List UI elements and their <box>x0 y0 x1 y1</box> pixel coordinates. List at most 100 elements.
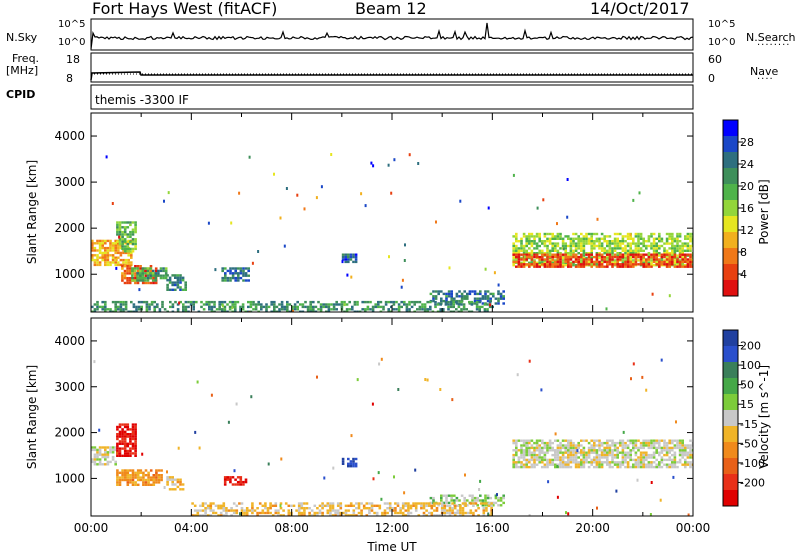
power-echo-cell <box>228 308 232 311</box>
velocity-echo-cell <box>632 458 635 462</box>
power-echo-cell <box>569 255 573 259</box>
power-echo-cell <box>91 246 94 250</box>
power-echo-cell <box>127 310 130 312</box>
power-echo-cell <box>361 300 364 304</box>
velocity-echo-cell <box>116 447 119 450</box>
power-echo-cell <box>162 276 165 280</box>
velocity-echo-cell <box>598 458 601 462</box>
velocity-echo-cell <box>497 504 500 507</box>
power-echo-cell <box>528 240 531 243</box>
velocity-echo-cell <box>155 474 158 477</box>
velocity-echo-cell <box>479 502 483 505</box>
power-echo-cell <box>257 300 260 304</box>
power-echo-cell <box>629 253 632 256</box>
power-echo-cell <box>577 265 580 268</box>
velocity-echo-cell <box>134 423 137 426</box>
velocity-echo-cell <box>174 483 177 486</box>
velocity-echo-cell <box>147 481 150 484</box>
velocity-echo-cell <box>606 453 609 457</box>
power-echo-cell <box>429 300 432 304</box>
velocity-echo-cell <box>352 460 355 463</box>
power-echo-cell <box>129 230 132 234</box>
power-echo-cell <box>686 258 690 261</box>
power-echo-cell <box>606 265 609 268</box>
velocity-echo-cell <box>569 453 573 457</box>
power-echo-cell <box>691 252 693 255</box>
power-echo-cell <box>673 240 677 243</box>
power-echo-cell <box>134 281 137 285</box>
power-echo-cell <box>286 310 289 312</box>
power-echo-cell <box>189 300 193 304</box>
velocity-echo-cell <box>394 511 397 515</box>
power-echo-cell <box>629 265 632 268</box>
velocity-echo-cell <box>461 509 465 512</box>
power-echo-cell <box>569 254 573 257</box>
velocity-echo-cell <box>663 449 666 452</box>
power-echo-cell <box>548 260 552 264</box>
velocity-echo-cell <box>637 449 640 452</box>
power-echo-cell <box>135 305 138 309</box>
velocity-scatter-point <box>163 486 166 489</box>
velocity-echo-cell <box>134 442 137 445</box>
velocity-echo-cell <box>196 514 200 516</box>
velocity-echo-cell <box>121 440 124 443</box>
velocity-echo-cell <box>134 452 137 455</box>
power-echo-cell <box>684 235 687 238</box>
velocity-echo-cell <box>212 502 215 505</box>
power-echo-cell <box>580 249 583 252</box>
power-echo-cell <box>489 297 492 300</box>
power-echo-cell <box>141 272 145 275</box>
power-echo-cell <box>478 308 481 311</box>
velocity-echo-cell <box>619 451 622 454</box>
power-echo-cell <box>611 258 614 261</box>
power-echo-cell <box>475 300 479 304</box>
power-echo-cell <box>129 240 132 243</box>
power-echo-cell <box>541 240 544 243</box>
power-echo-cell <box>676 247 679 250</box>
velocity-echo-cell <box>111 455 115 459</box>
x-tick-label: 08:00 <box>274 521 309 535</box>
velocity-echo-cell <box>450 494 453 497</box>
power-echo-cell <box>481 305 484 309</box>
power-echo-cell <box>567 254 570 257</box>
power-echo-cell <box>665 256 669 260</box>
power-echo-cell <box>582 244 586 248</box>
velocity-echo-cell <box>582 463 586 466</box>
power-echo-cell <box>119 308 123 311</box>
velocity-echo-cell <box>231 483 235 486</box>
power-echo-cell <box>515 265 518 268</box>
velocity-echo-cell <box>429 501 433 505</box>
power-echo-cell <box>647 240 651 243</box>
power-echo-cell <box>543 261 547 264</box>
power-echo-cell <box>221 279 224 282</box>
power-echo-cell <box>590 242 593 245</box>
power-echo-cell <box>642 261 645 264</box>
velocity-echo-cell <box>239 476 243 479</box>
velocity-echo-cell <box>166 478 169 481</box>
power-echo-cell <box>156 305 159 309</box>
velocity-echo-cell <box>142 481 145 484</box>
power-echo-cell <box>182 310 185 312</box>
velocity-scatter-point <box>632 362 635 366</box>
velocity-echo-cell <box>266 507 270 510</box>
power-echo-cell <box>468 310 471 312</box>
power-echo-cell <box>460 295 464 298</box>
colorbar-swatch <box>723 248 738 265</box>
nsky-label: N.Sky <box>6 31 38 44</box>
velocity-echo-cell <box>179 483 182 486</box>
power-echo-cell <box>595 253 599 256</box>
velocity-echo-cell <box>331 502 335 505</box>
power-echo-cell <box>460 297 464 300</box>
power-echo-cell <box>127 254 130 257</box>
velocity-echo-cell <box>129 442 132 445</box>
power-echo-cell <box>179 274 182 277</box>
velocity-echo-cell <box>577 441 580 445</box>
velocity-echo-cell <box>204 502 207 505</box>
power-echo-cell <box>122 258 125 262</box>
power-echo-cell <box>533 265 536 268</box>
velocity-echo-cell <box>684 449 687 452</box>
velocity-echo-cell <box>469 511 473 515</box>
velocity-echo-cell <box>603 449 606 452</box>
velocity-echo-cell <box>681 451 684 454</box>
power-echo-cell <box>512 256 515 260</box>
